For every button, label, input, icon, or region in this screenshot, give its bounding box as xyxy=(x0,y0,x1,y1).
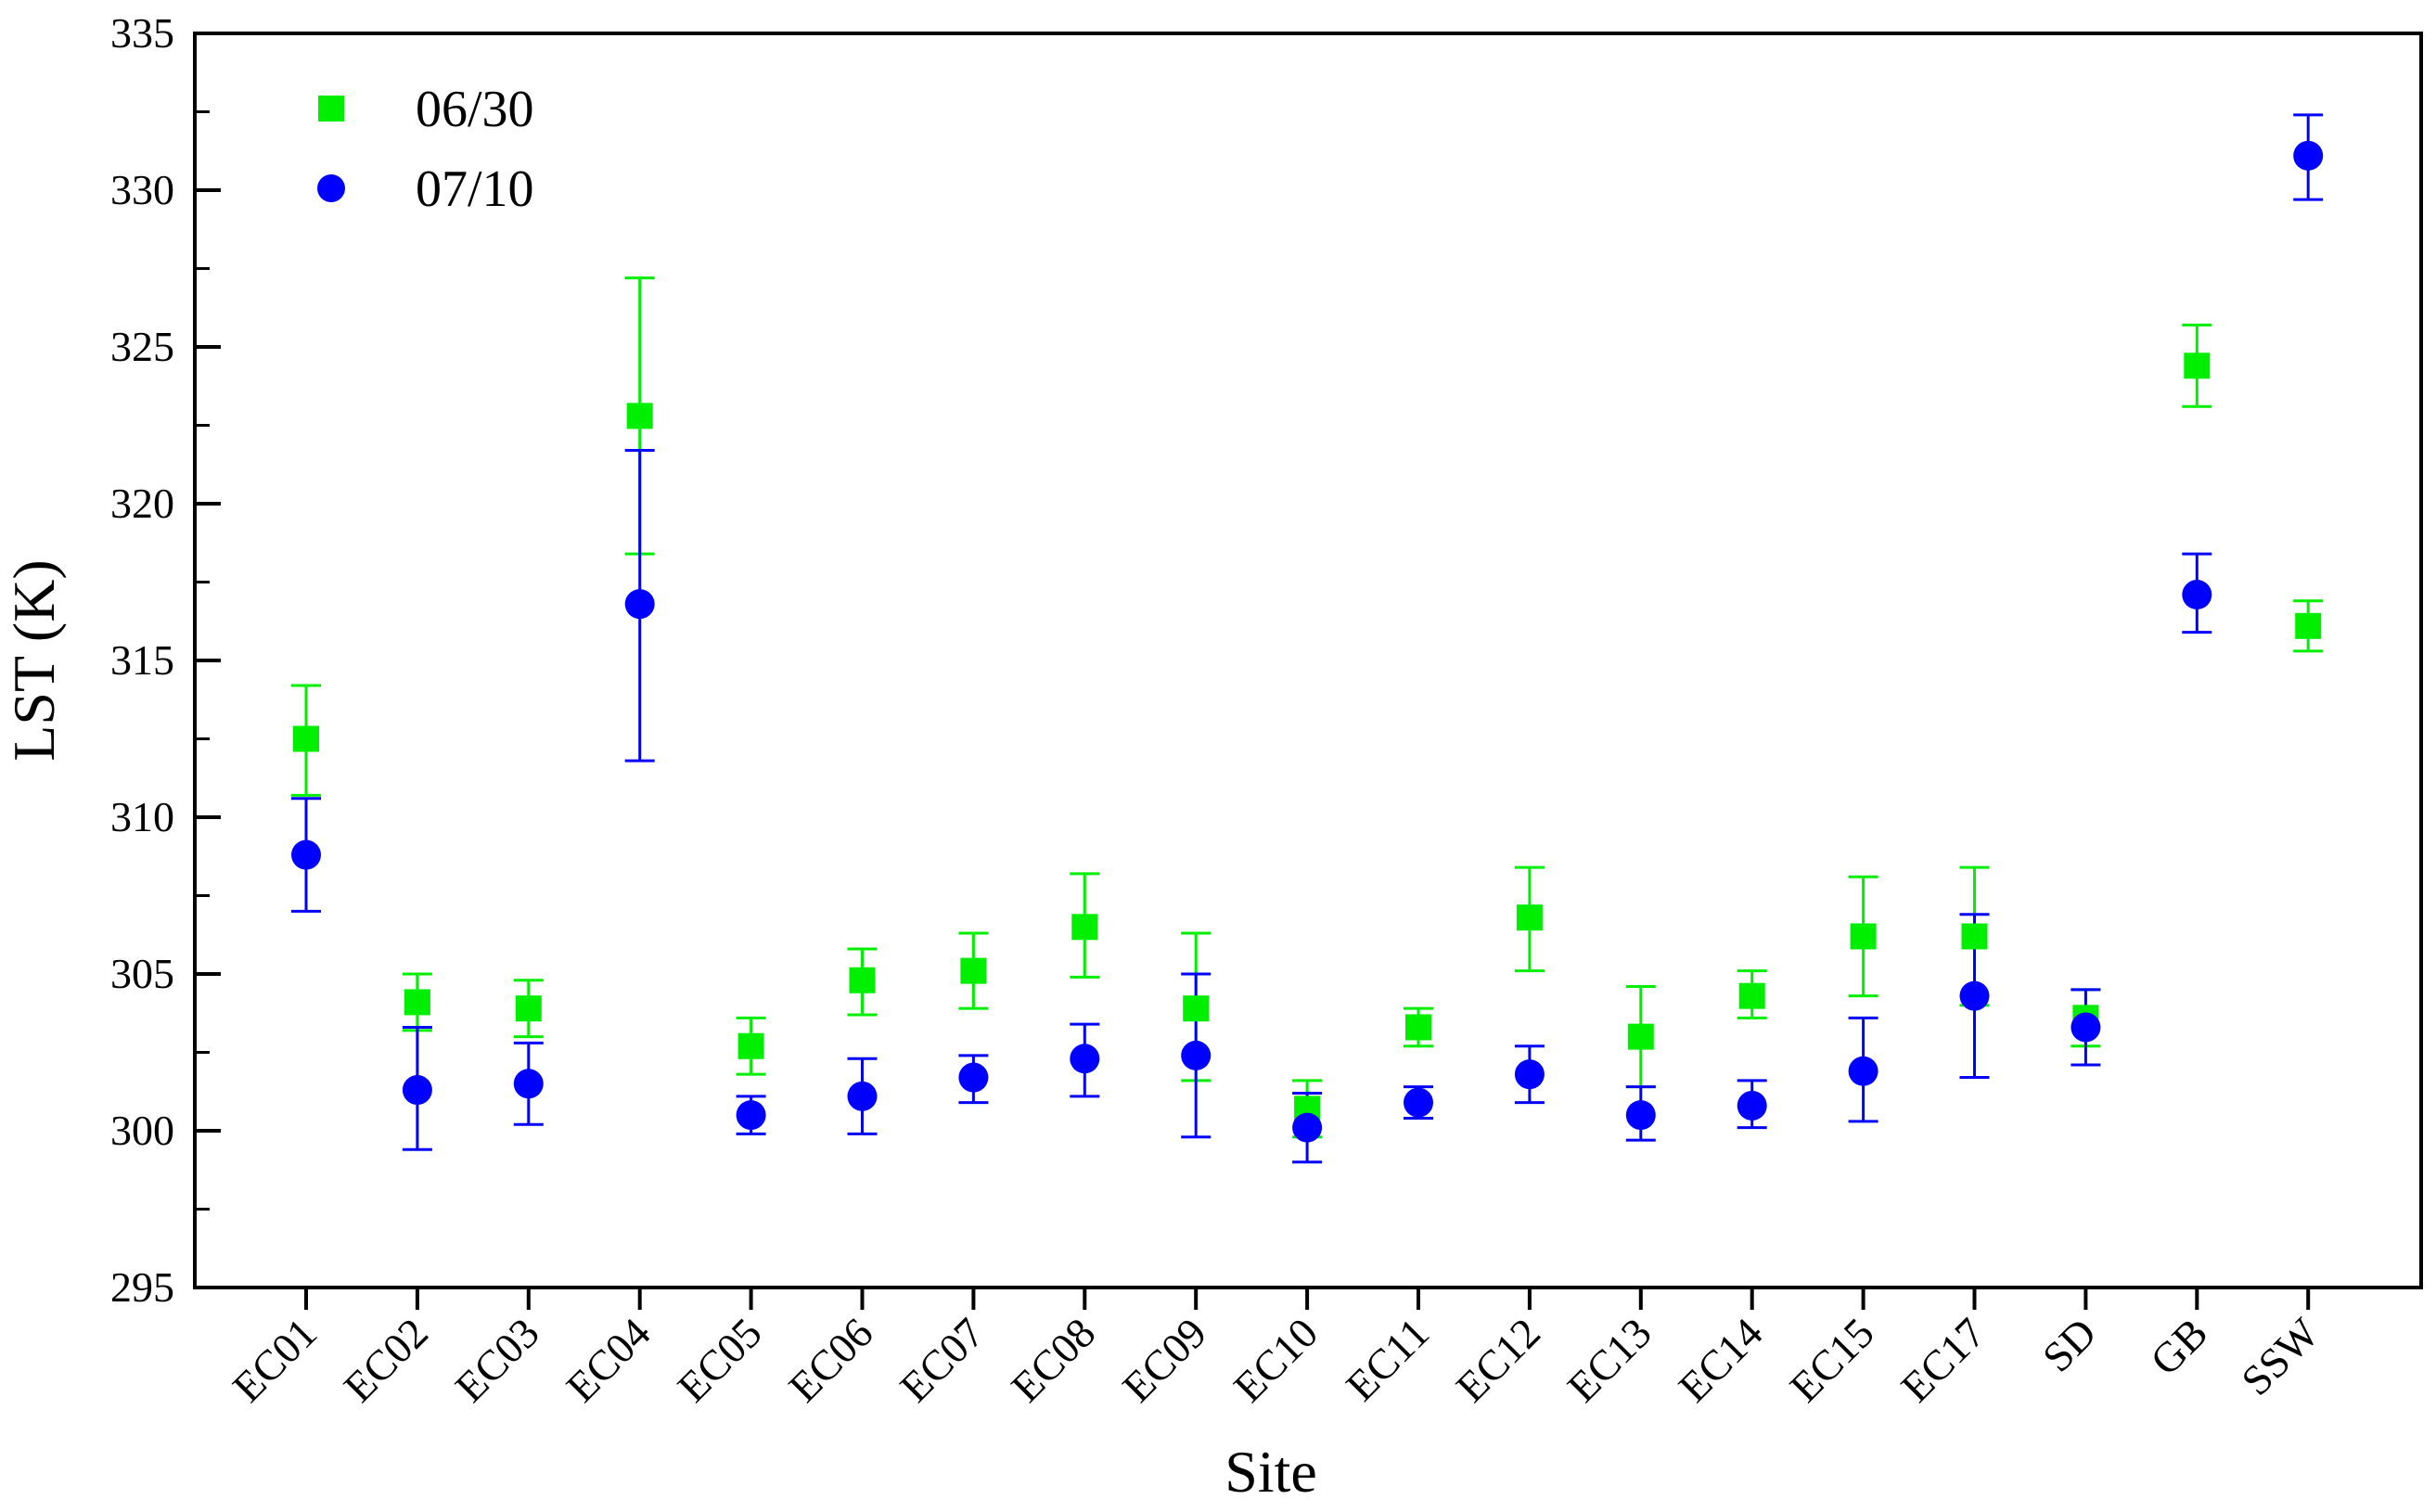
point-0630 xyxy=(960,957,987,984)
point-0710 xyxy=(1070,1044,1100,1074)
y-tick-label: 295 xyxy=(110,1263,174,1311)
y-tick-label: 300 xyxy=(110,1107,174,1154)
point-0630 xyxy=(1850,923,1877,950)
y-tick-label: 325 xyxy=(110,323,174,370)
point-0710 xyxy=(1625,1100,1656,1131)
y-tick-label: 315 xyxy=(110,636,174,684)
point-0710 xyxy=(1514,1059,1545,1090)
point-0710 xyxy=(958,1062,989,1093)
point-0630 xyxy=(2295,612,2322,639)
point-0710 xyxy=(1404,1087,1433,1118)
point-0630 xyxy=(737,1032,764,1059)
legend-marker-0630 xyxy=(318,96,344,122)
point-0630 xyxy=(849,967,876,993)
x-axis-title: Site xyxy=(1224,1439,1317,1505)
y-axis-title: LST (K) xyxy=(1,559,67,761)
legend-label-0710: 07/10 xyxy=(416,160,534,218)
y-tick-label: 310 xyxy=(110,793,174,840)
y-tick-label: 330 xyxy=(110,166,174,213)
y-tick-label: 335 xyxy=(110,9,174,57)
legend-marker-0710 xyxy=(317,174,345,202)
point-0710 xyxy=(2293,140,2324,171)
point-0630 xyxy=(293,725,319,752)
point-0710 xyxy=(513,1069,544,1099)
point-0710 xyxy=(1181,1040,1212,1070)
point-0630 xyxy=(1516,904,1543,931)
point-0630 xyxy=(1738,982,1765,1009)
y-axis: 295 300 305 310 315 320 325 330 335 xyxy=(110,9,221,1311)
point-0630 xyxy=(1627,1023,1654,1050)
point-0630 xyxy=(1183,995,1210,1022)
y-tick-label: 305 xyxy=(110,950,174,997)
legend: 06/30 07/10 xyxy=(317,81,534,218)
y-tick-label: 320 xyxy=(110,480,174,527)
point-0630 xyxy=(1071,914,1098,941)
point-0630 xyxy=(515,995,542,1022)
point-0630 xyxy=(626,403,653,429)
point-0710 xyxy=(624,589,655,620)
point-0710 xyxy=(847,1081,878,1111)
point-0710 xyxy=(1292,1112,1323,1143)
point-0710 xyxy=(402,1075,432,1106)
point-0630 xyxy=(1405,1014,1431,1041)
point-0710 xyxy=(1959,980,1990,1011)
point-0710 xyxy=(1848,1056,1878,1086)
point-0710 xyxy=(1737,1090,1767,1121)
point-0630 xyxy=(2184,352,2211,379)
markers-layer xyxy=(291,140,2324,1143)
point-0710 xyxy=(291,839,321,870)
point-0710 xyxy=(736,1100,766,1131)
point-0710 xyxy=(2071,1012,2101,1043)
point-0710 xyxy=(2182,580,2212,610)
legend-label-0630: 06/30 xyxy=(416,81,534,138)
point-0630 xyxy=(404,989,430,1016)
point-0630 xyxy=(1961,923,1988,950)
